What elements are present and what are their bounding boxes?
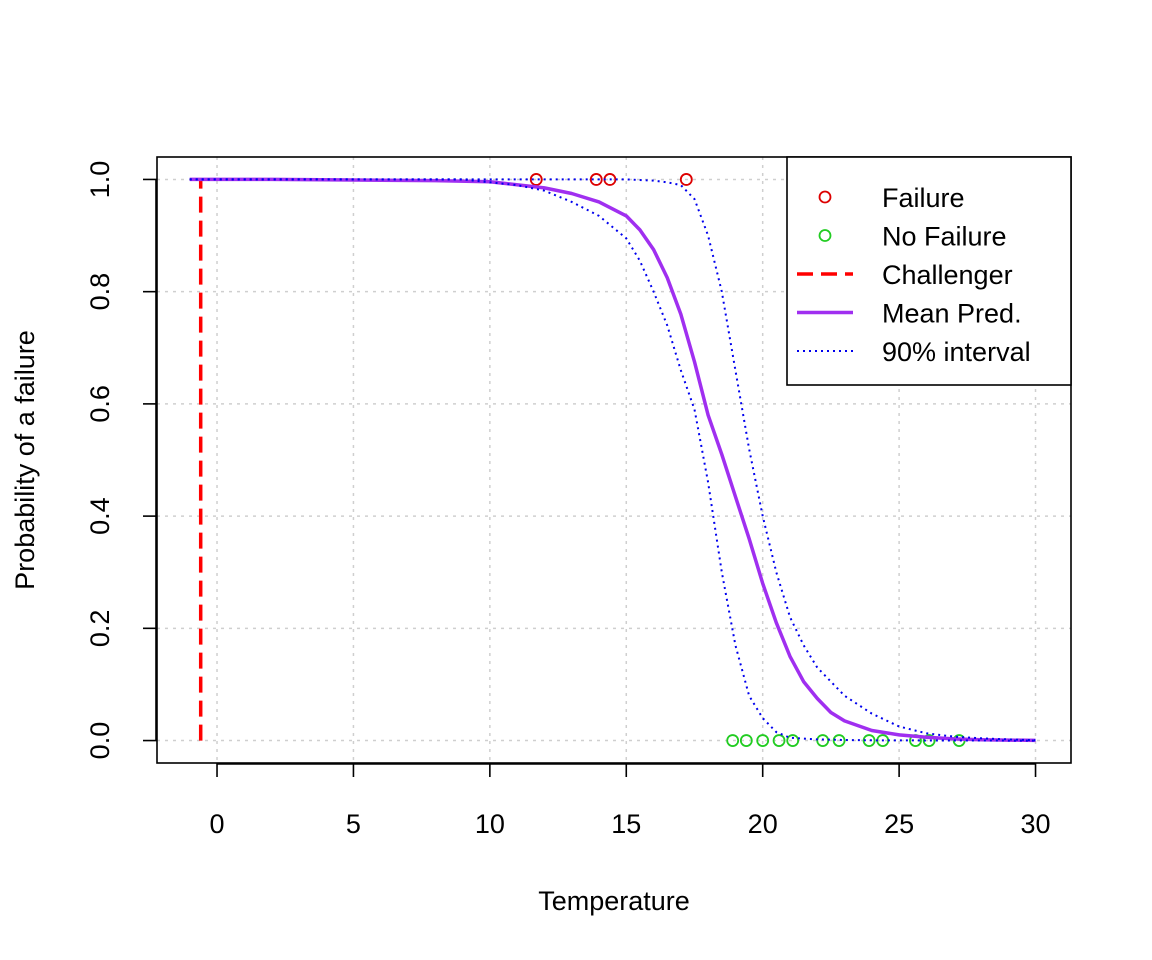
legend-label-4: 90% interval — [882, 337, 1031, 367]
series-0-point-0 — [529, 173, 543, 186]
y-tick-label-3: 0.6 — [85, 385, 115, 423]
legend-symbol-1 — [818, 229, 832, 242]
y-tick-label-2: 0.4 — [85, 497, 115, 535]
series-1-point-1 — [739, 734, 753, 747]
legend-box — [786, 156, 1072, 386]
y-axis-label: Probability of a failure — [10, 330, 40, 590]
y-tick-label-4: 0.8 — [85, 273, 115, 311]
legend-label-0: Failure — [882, 183, 965, 213]
series-0-point-1 — [589, 173, 603, 186]
y-tick-label-1: 0.2 — [85, 610, 115, 648]
x-tick-label-3: 15 — [611, 809, 641, 839]
x-tick-label-6: 30 — [1021, 809, 1051, 839]
series-3-line — [189, 177, 1036, 743]
series-0-point-3 — [679, 173, 693, 186]
x-tick-label-0: 0 — [210, 809, 225, 839]
legend-label-3: Mean Pred. — [882, 299, 1022, 329]
series-4-line — [189, 178, 1036, 742]
legend: Failure No Failure Challenger Mean Pred. 90%… — [786, 156, 1072, 386]
series-1-point-4 — [786, 734, 800, 747]
x-tick-label-2: 10 — [475, 809, 505, 839]
plot-series — [189, 173, 1036, 747]
series-1-point-2 — [756, 734, 770, 747]
legend-symbol-0 — [818, 190, 832, 204]
series-1-point-6 — [832, 734, 846, 747]
series-1-point-10 — [922, 734, 936, 747]
legend-label-2: Challenger — [882, 260, 1013, 290]
legend-label-1: No Failure — [882, 222, 1007, 252]
x-tick-label-4: 20 — [748, 809, 778, 839]
x-axis-label: Temperature — [538, 886, 690, 916]
series-1-point-7 — [862, 734, 876, 747]
series-1-point-0 — [726, 734, 740, 747]
axes: 0 5 10 15 20 25 30 0.0 0.2 0.4 0.6 0.8 1.0 — [85, 161, 1051, 839]
plot-frame — [156, 156, 1072, 764]
y-tick-label-0: 0.0 — [85, 722, 115, 760]
x-tick-label-5: 25 — [884, 809, 914, 839]
series-5-line — [189, 178, 1036, 742]
series-1-point-3 — [772, 734, 786, 747]
y-tick-label-5: 1.0 — [85, 161, 115, 199]
x-tick-label-1: 5 — [346, 809, 361, 839]
